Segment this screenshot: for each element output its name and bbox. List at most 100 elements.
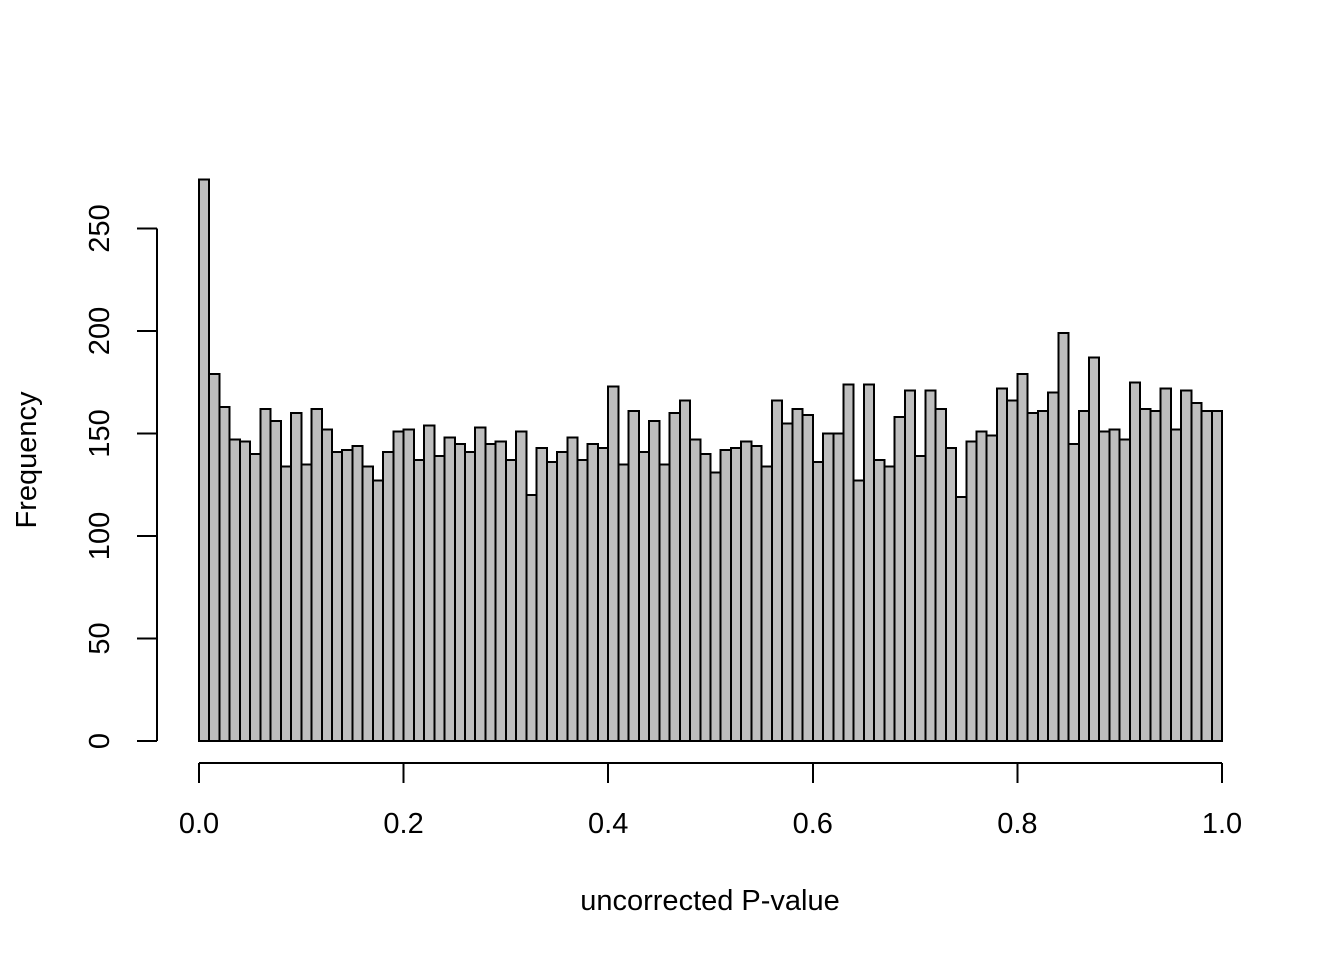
- histogram-bar: [750, 444, 763, 742]
- histogram-bar: [975, 430, 988, 742]
- histogram-bar: [781, 422, 794, 742]
- histogram-bar: [637, 450, 651, 742]
- x-tick-label: 0.0: [179, 808, 219, 840]
- histogram-bar: [1098, 430, 1111, 742]
- histogram-bar: [760, 465, 773, 742]
- histogram-bar: [494, 440, 507, 742]
- histogram-bar: [1190, 401, 1203, 742]
- histogram-bar: [1159, 387, 1172, 742]
- histogram-bar: [198, 178, 211, 743]
- histogram-bar: [719, 448, 732, 742]
- histogram-bar: [1036, 409, 1050, 742]
- histogram-bar: [525, 494, 538, 742]
- y-axis-title: Frequency: [11, 391, 43, 529]
- histogram-bar: [770, 399, 784, 742]
- histogram-bar: [729, 446, 743, 742]
- histogram-bar: [914, 455, 927, 742]
- histogram-bar: [310, 407, 323, 742]
- x-tick-label: 1.0: [1202, 808, 1242, 840]
- histogram-bar: [1026, 412, 1039, 742]
- histogram-bar: [801, 414, 814, 742]
- histogram-bar: [330, 450, 344, 742]
- histogram-bar: [259, 407, 272, 742]
- histogram-bar: [371, 479, 385, 742]
- histogram-bar: [1016, 373, 1029, 742]
- histogram-bar: [463, 450, 477, 742]
- histogram-bar: [412, 459, 426, 742]
- histogram-bar: [924, 389, 937, 742]
- histogram-bar: [290, 412, 303, 742]
- histogram-bar: [423, 424, 436, 742]
- histogram-bar: [208, 373, 221, 742]
- histogram-bar: [228, 438, 241, 742]
- histogram-bar: [944, 446, 958, 742]
- histogram-bar: [1067, 442, 1080, 742]
- x-tick-label: 0.4: [588, 808, 628, 840]
- histogram-bar: [965, 440, 978, 742]
- histogram-bar: [1149, 409, 1162, 742]
- histogram-bar: [1169, 428, 1183, 742]
- histogram-bar: [607, 385, 620, 742]
- histogram-bar: [300, 463, 313, 742]
- y-tick-label: 100: [84, 512, 116, 560]
- histogram-bar: [883, 465, 896, 742]
- histogram-bar: [617, 463, 630, 742]
- histogram-bar: [689, 438, 702, 742]
- histogram-bar: [504, 459, 518, 742]
- histogram-bar: [443, 436, 456, 742]
- x-tick-label: 0.6: [793, 808, 833, 840]
- histogram-bar: [873, 459, 886, 742]
- histogram-bar: [832, 432, 845, 742]
- histogram-bar: [484, 442, 497, 742]
- histogram-bar: [269, 420, 282, 742]
- y-axis: 0 50 100 150 200 250: [84, 204, 158, 749]
- histogram-bar: [1047, 391, 1060, 742]
- x-axis-title: uncorrected P-value: [580, 885, 840, 917]
- histogram-bar: [402, 428, 415, 742]
- histogram-bar: [382, 450, 395, 742]
- histogram-bar: [648, 420, 661, 742]
- histogram-bar: [1139, 407, 1152, 742]
- histogram-bar: [279, 465, 293, 742]
- histogram-bar: [320, 428, 333, 742]
- histogram-bar: [709, 471, 722, 742]
- histogram-bar: [658, 463, 671, 742]
- histogram-bar: [361, 465, 374, 742]
- histogram-bar: [903, 389, 917, 742]
- histogram-bar: [1006, 399, 1019, 742]
- histogram-bar: [238, 440, 252, 742]
- histogram-bar: [1118, 438, 1131, 742]
- histogram-bar: [852, 479, 865, 742]
- histogram-bar: [995, 387, 1009, 742]
- histogram-bar: [1077, 409, 1091, 742]
- histogram-bar: [740, 440, 753, 742]
- histogram-bars: [198, 178, 1224, 743]
- histogram-bar: [985, 434, 998, 742]
- y-tick-label: 0: [84, 733, 116, 749]
- histogram-bar: [218, 405, 231, 742]
- histogram-bar: [822, 432, 835, 742]
- histogram-bar: [1180, 389, 1193, 742]
- histogram-bar: [699, 453, 712, 742]
- histogram-bar: [351, 444, 364, 742]
- histogram-bar: [566, 436, 579, 742]
- histogram-bar: [545, 461, 559, 742]
- histogram-bar: [341, 448, 354, 742]
- histogram-bar: [1088, 356, 1101, 742]
- histogram-bar: [678, 399, 692, 742]
- histogram-bar: [1128, 381, 1142, 742]
- y-tick-label: 200: [84, 307, 116, 355]
- histogram-bar: [474, 426, 487, 742]
- y-tick-label: 50: [84, 622, 116, 654]
- histogram-bar: [1210, 409, 1224, 742]
- histogram-bar: [249, 453, 262, 742]
- histogram-bar: [627, 409, 640, 742]
- histogram-bar: [535, 446, 548, 742]
- histogram-bar: [392, 430, 405, 742]
- y-tick-label: 150: [84, 409, 116, 457]
- y-tick-label: 250: [84, 204, 116, 252]
- histogram-bar: [893, 416, 906, 742]
- x-tick-label: 0.8: [997, 808, 1037, 840]
- histogram-bar: [862, 383, 876, 742]
